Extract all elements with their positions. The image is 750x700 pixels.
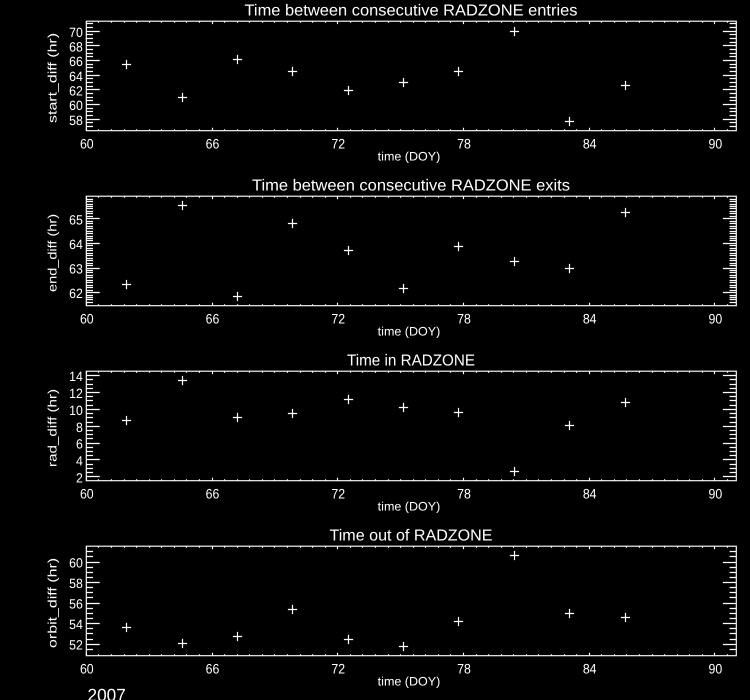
svg-text:72: 72 (331, 137, 345, 152)
svg-text:66: 66 (206, 312, 220, 327)
svg-text:84: 84 (583, 312, 597, 327)
svg-text:60: 60 (80, 662, 94, 677)
svg-text:rad_diff (hr): rad_diff (hr) (45, 389, 59, 467)
svg-text:14: 14 (69, 369, 83, 384)
svg-text:52: 52 (69, 638, 83, 653)
svg-text:78: 78 (457, 312, 471, 327)
svg-text:68: 68 (69, 39, 83, 54)
svg-text:2007: 2007 (88, 685, 126, 700)
svg-text:end_diff (hr): end_diff (hr) (45, 214, 59, 292)
svg-text:62: 62 (69, 286, 83, 301)
svg-text:Time out of RADZONE: Time out of RADZONE (330, 527, 493, 544)
svg-text:12: 12 (69, 386, 83, 401)
svg-text:56: 56 (69, 597, 83, 612)
svg-text:2: 2 (76, 470, 83, 485)
svg-text:time (DOY): time (DOY) (378, 675, 441, 689)
svg-text:90: 90 (709, 312, 723, 327)
svg-text:8: 8 (76, 420, 83, 435)
svg-text:78: 78 (457, 662, 471, 677)
svg-text:time (DOY): time (DOY) (378, 325, 441, 339)
svg-text:Time in RADZONE: Time in RADZONE (347, 352, 475, 369)
svg-text:time (DOY): time (DOY) (378, 150, 441, 164)
svg-text:72: 72 (331, 312, 345, 327)
svg-text:60: 60 (80, 137, 94, 152)
svg-text:78: 78 (457, 137, 471, 152)
svg-text:90: 90 (709, 662, 723, 677)
svg-text:time (DOY): time (DOY) (378, 500, 441, 514)
svg-text:70: 70 (69, 25, 83, 40)
svg-text:66: 66 (206, 662, 220, 677)
svg-text:72: 72 (331, 662, 345, 677)
svg-text:64: 64 (69, 237, 83, 252)
svg-text:58: 58 (69, 576, 83, 591)
svg-text:66: 66 (206, 137, 220, 152)
svg-text:90: 90 (709, 487, 723, 502)
svg-text:62: 62 (69, 83, 83, 98)
svg-text:66: 66 (69, 54, 83, 69)
svg-text:54: 54 (69, 617, 83, 632)
svg-text:90: 90 (709, 137, 723, 152)
svg-text:78: 78 (457, 487, 471, 502)
svg-text:orbit_diff (hr): orbit_diff (hr) (45, 558, 59, 648)
svg-text:Time between consecutive RADZO: Time between consecutive RADZONE exits (252, 177, 570, 194)
svg-text:66: 66 (206, 487, 220, 502)
svg-text:64: 64 (69, 69, 83, 84)
svg-text:63: 63 (69, 262, 83, 277)
svg-text:60: 60 (69, 98, 83, 113)
svg-text:6: 6 (76, 437, 83, 452)
svg-text:84: 84 (583, 487, 597, 502)
svg-text:Time between consecutive RADZO: Time between consecutive RADZONE entries (245, 2, 578, 19)
svg-text:72: 72 (331, 487, 345, 502)
svg-text:start_diff (hr): start_diff (hr) (45, 33, 59, 123)
svg-text:84: 84 (583, 662, 597, 677)
svg-text:60: 60 (80, 312, 94, 327)
svg-text:58: 58 (69, 113, 83, 128)
svg-text:60: 60 (69, 556, 83, 571)
svg-text:84: 84 (583, 137, 597, 152)
svg-text:4: 4 (76, 453, 83, 468)
svg-text:60: 60 (80, 487, 94, 502)
svg-text:65: 65 (69, 212, 83, 227)
svg-text:10: 10 (69, 403, 83, 418)
